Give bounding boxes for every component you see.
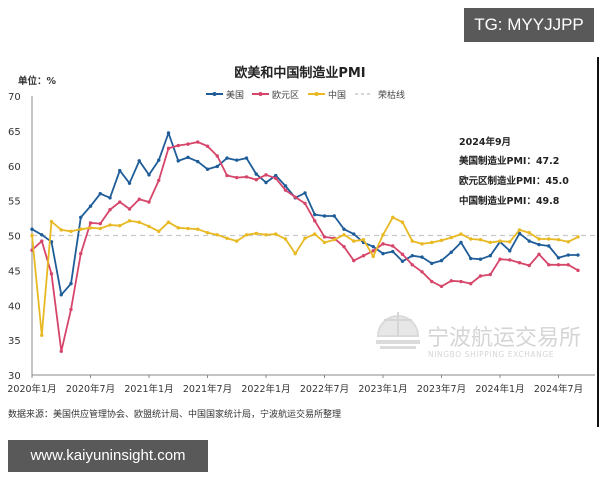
series-line [30,215,580,337]
svg-text:2024年9月: 2024年9月 [459,136,511,148]
x-tick-label: 2022年7月 [300,383,349,395]
marker-icon [212,92,217,96]
latest-values-annotation: 2024年9月 美国制造业PMI：47.2 欧元区制造业PMI：45.0 中国制… [458,136,569,207]
x-tick-label: 2024年7月 [534,383,583,395]
x-tick-label: 2024年1月 [475,383,524,395]
y-tick-label: 70 [8,92,21,103]
y-tick-label: 35 [8,336,21,347]
x-tick-label: 2022年1月 [241,383,290,395]
svg-text:中国制造业PMI：49.8: 中国制造业PMI：49.8 [459,195,560,207]
legend-item-eurozone: 欧元区 [252,89,299,101]
series-line [30,131,580,297]
svg-text:中国: 中国 [328,89,346,101]
plot-area [30,131,595,353]
watermark-bottom: www.kaiyuninsight.com [8,440,208,472]
series-line [30,140,580,353]
ningbo-shipping-exchange-logo: 宁波航运交易所 NINGBO SHIPPING EXCHANGE [376,312,581,359]
pmi-line-chart: 欧美和中国制造业PMI 单位：% 美国 欧元区 中国 荣枯线 [7,65,595,420]
y-tick-label: 50 [8,232,21,243]
watermark-top: TG: MYYJJPP [464,8,594,42]
svg-text:荣枯线: 荣枯线 [378,89,405,101]
svg-text:NINGBO SHIPPING EXCHANGE: NINGBO SHIPPING EXCHANGE [428,350,554,359]
x-tick-label: 2020年1月 [7,383,56,395]
panel-border [597,57,599,427]
chart-panel: 欧美和中国制造业PMI 单位：% 美国 欧元区 中国 荣枯线 [0,56,600,426]
marker-icon [314,92,319,96]
x-tick-label: 2023年1月 [358,383,407,395]
x-tick-label: 2023年7月 [417,383,466,395]
x-tick-label: 2020年7月 [66,383,115,395]
svg-text:欧元区制造业PMI：45.0: 欧元区制造业PMI：45.0 [459,175,569,187]
svg-text:美国制造业PMI：47.2: 美国制造业PMI：47.2 [458,155,559,167]
y-tick-label: 30 [8,371,21,382]
y-tick-label: 60 [8,162,21,173]
y-tick-label: 40 [8,301,21,312]
unit-label: 单位：% [18,75,57,87]
svg-text:欧元区: 欧元区 [272,89,299,101]
legend-item-china: 中国 [308,89,346,101]
marker-icon [258,92,263,96]
ship-wheel-icon [376,312,420,349]
legend-item-threshold: 荣枯线 [355,89,405,101]
data-source: 数据来源：美国供应管理协会、欧盟统计局、中国国家统计局，宁波航运交易所整理 [8,408,341,420]
y-tick-label: 65 [8,127,21,138]
x-tick-label: 2021年7月 [183,383,232,395]
svg-text:宁波航运交易所: 宁波航运交易所 [427,326,581,351]
x-axis: 2020年1月 2020年7月 2021年1月 2021年7月 2022年1月 2022年… [7,374,595,395]
svg-text:美国: 美国 [226,89,244,101]
legend: 美国 欧元区 中国 荣枯线 [206,89,405,101]
y-axis: 30 35 40 45 50 55 60 65 70 [8,92,33,382]
chart-title: 欧美和中国制造业PMI [234,65,365,81]
y-tick-label: 45 [8,266,21,277]
x-tick-label: 2021年1月 [124,383,173,395]
y-tick-label: 55 [8,197,21,208]
legend-item-us: 美国 [206,89,244,101]
